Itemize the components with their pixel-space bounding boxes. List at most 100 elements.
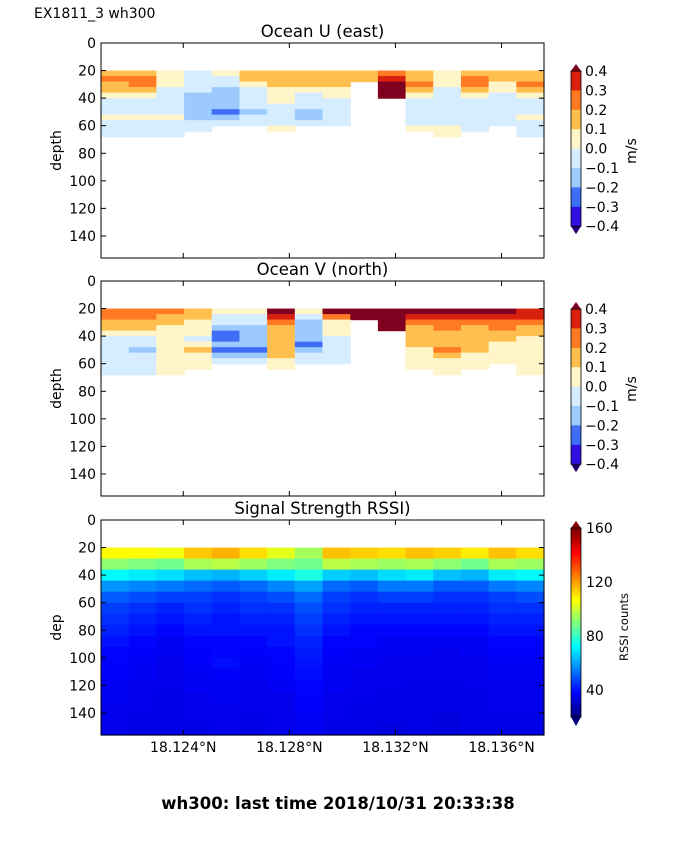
colorbar-segment	[571, 633, 581, 637]
heatmap-cell	[239, 358, 268, 365]
heatmap-cell	[516, 125, 545, 132]
heatmap-cell	[433, 352, 462, 359]
heatmap-cell	[516, 308, 545, 315]
heatmap-cell	[377, 314, 407, 321]
colorbar-tick-label: −0.2	[585, 418, 619, 434]
heatmap-cell	[267, 330, 296, 337]
heatmap-cell	[184, 319, 213, 326]
heatmap-cell	[184, 109, 213, 116]
heatmap-cell	[433, 336, 462, 343]
colorbar-segment	[571, 657, 581, 661]
colorbar-segment	[571, 660, 581, 664]
heatmap-cell	[377, 325, 407, 332]
heatmap-cell	[377, 701, 407, 714]
heatmap-cell	[184, 723, 213, 736]
heatmap-cell	[488, 602, 517, 615]
heatmap-cell	[294, 591, 324, 604]
heatmap-cell	[101, 131, 130, 138]
heatmap-cell	[239, 325, 268, 332]
heatmap-cell	[516, 81, 545, 88]
heatmap-cell	[101, 103, 130, 110]
y-tick-label: 40	[78, 568, 96, 584]
heatmap-cell	[294, 668, 324, 681]
colorbar-tick-label: −0.3	[585, 200, 619, 216]
heatmap-cell	[350, 591, 379, 604]
heatmap-cell	[488, 319, 517, 326]
heatmap-cell	[239, 347, 268, 354]
heatmap-cell	[156, 314, 185, 321]
colorbar-extend-max	[571, 521, 581, 528]
heatmap-cell	[156, 646, 185, 659]
heatmap-cell	[156, 613, 185, 626]
heatmap-cell	[128, 76, 157, 83]
heatmap-cell	[211, 624, 241, 637]
colorbar-segment	[571, 530, 581, 534]
heatmap-cell	[322, 547, 351, 560]
heatmap-cell	[267, 114, 296, 121]
heatmap-cell	[460, 569, 490, 582]
heatmap-cell	[128, 319, 157, 326]
heatmap-cell	[211, 87, 241, 94]
heatmap-cell	[101, 635, 130, 648]
heatmap-cell	[294, 341, 324, 348]
colorbar-tick-label: −0.4	[585, 457, 619, 473]
heatmap-cell	[239, 591, 268, 604]
heatmap-cell	[184, 341, 213, 348]
heatmap-cell	[433, 547, 462, 560]
heatmap-cell	[211, 602, 241, 615]
heatmap-cell	[405, 580, 434, 593]
footer-last-time: wh300: last time 2018/10/31 20:33:38	[161, 794, 514, 813]
heatmap-cell	[377, 679, 407, 692]
heatmap-cell	[405, 308, 434, 315]
heatmap-cell	[516, 690, 545, 703]
heatmap-cell	[433, 347, 462, 354]
colorbar-tick-label: 0.1	[585, 122, 607, 138]
heatmap-cell	[377, 558, 407, 571]
heatmap-cell	[239, 308, 268, 315]
heatmap-cell	[239, 330, 268, 337]
colorbar-frame	[570, 308, 582, 465]
heatmap-cell	[267, 635, 296, 648]
heatmap-cell	[156, 330, 185, 337]
heatmap-cell	[405, 109, 434, 116]
heatmap-cell	[350, 723, 379, 736]
heatmap-cell	[156, 352, 185, 359]
colorbar-segment	[571, 549, 581, 553]
heatmap-cell	[156, 103, 185, 110]
heatmap-cell	[184, 558, 213, 571]
colorbar-segment	[571, 625, 581, 629]
heatmap-cell	[294, 81, 324, 88]
heatmap-cell	[405, 591, 434, 604]
heatmap-cell	[211, 657, 241, 670]
heatmap-cell	[267, 347, 296, 354]
heatmap-cell	[156, 70, 185, 77]
heatmap-cell	[488, 120, 517, 127]
colorbar-segment	[571, 706, 581, 710]
heatmap-cell	[350, 602, 379, 615]
heatmap-cell	[516, 624, 545, 637]
colorbar-segment	[571, 700, 581, 704]
y-axis-label: depth	[49, 130, 65, 171]
heatmap-cell	[460, 613, 490, 626]
heatmap-cell	[433, 358, 462, 365]
heatmap-cell	[516, 646, 545, 659]
heatmap-cell	[211, 81, 241, 88]
colorbar-segment	[571, 690, 581, 694]
plot-frame	[100, 42, 545, 259]
heatmap-cell	[156, 114, 185, 121]
heatmap-cell	[350, 569, 379, 582]
colorbar-segment	[571, 71, 581, 91]
colorbar-segment	[571, 663, 581, 667]
colorbar-segment	[571, 187, 581, 208]
heatmap-cell	[294, 569, 324, 582]
heatmap-cell	[267, 690, 296, 703]
heatmap-cell	[184, 569, 213, 582]
heatmap-cell	[405, 341, 434, 348]
heatmap-cell	[184, 635, 213, 648]
heatmap-cell	[239, 341, 268, 348]
heatmap-cell	[267, 723, 296, 736]
heatmap-cell	[101, 70, 130, 77]
heatmap-cell	[128, 358, 157, 365]
colorbar-segment	[571, 579, 581, 583]
heatmap-cell	[211, 712, 241, 725]
